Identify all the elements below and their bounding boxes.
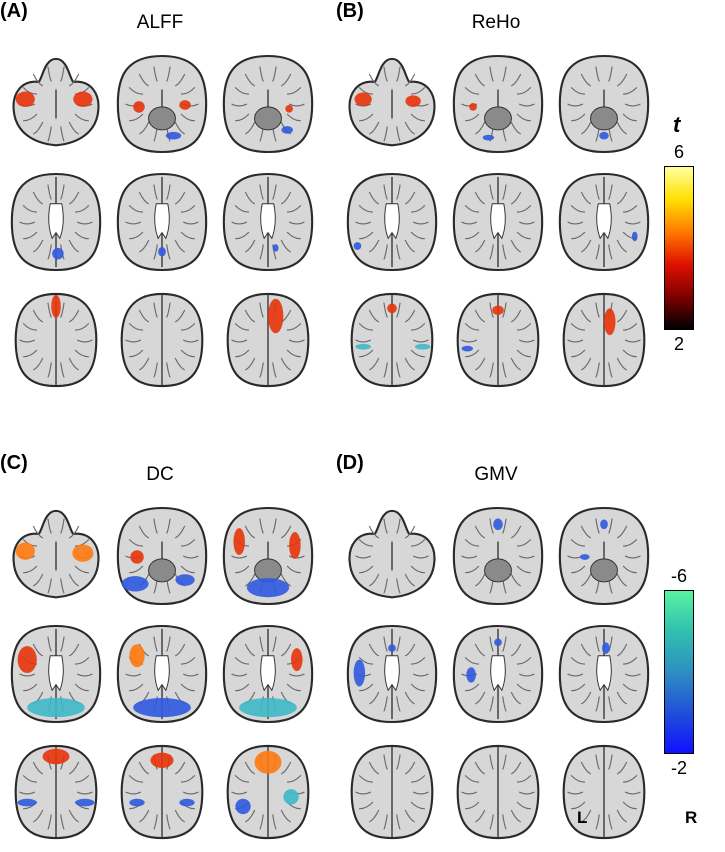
axial-brain-slice — [220, 48, 316, 160]
axial-brain-slice — [556, 284, 652, 396]
axial-brain-slice — [8, 736, 104, 848]
brain-slice-grid — [0, 500, 320, 850]
axial-brain-slice — [114, 500, 210, 612]
axial-brain-slice — [8, 48, 104, 160]
axial-brain-slice — [114, 284, 210, 396]
axial-brain-slice — [556, 618, 652, 730]
orientation-right-label: R — [685, 808, 698, 827]
axial-brain-slice — [8, 284, 104, 396]
brain-slice-grid — [336, 48, 656, 398]
panel-title: GMV — [474, 464, 518, 485]
axial-brain-slice — [8, 166, 104, 278]
brain-slice-grid — [336, 500, 656, 850]
negative-min-label: -2 — [670, 758, 687, 778]
axial-brain-slice — [556, 48, 652, 160]
panel-title: DC — [146, 464, 174, 485]
axial-brain-slice — [450, 618, 546, 730]
axial-brain-slice — [344, 500, 440, 612]
axial-brain-slice — [344, 166, 440, 278]
brain-slice-grid — [0, 48, 320, 398]
axial-brain-slice — [8, 500, 104, 612]
orientation-left-label: L — [577, 808, 588, 827]
panel-alff: (A) ALFF — [0, 0, 320, 400]
panel-letter: (D) — [336, 452, 364, 474]
panel-title: ALFF — [136, 12, 184, 33]
axial-brain-slice — [556, 500, 652, 612]
negative-colorbar — [664, 590, 694, 754]
axial-brain-slice — [8, 618, 104, 730]
axial-brain-slice — [114, 48, 210, 160]
axial-brain-slice — [220, 166, 316, 278]
positive-colorbar — [664, 166, 694, 330]
axial-brain-slice — [450, 500, 546, 612]
axial-brain-slice — [344, 736, 440, 848]
panel-dc: (C) DC — [0, 452, 320, 852]
panel-title: ReHo — [471, 12, 521, 33]
positive-min-label: 2 — [673, 334, 684, 354]
panel-reho: (B) ReHo — [336, 0, 656, 400]
axial-brain-slice — [114, 166, 210, 278]
axial-brain-slice — [114, 618, 210, 730]
axial-brain-slice — [556, 166, 652, 278]
stat-symbol-label: t — [673, 112, 681, 137]
negative-max-label: -6 — [670, 566, 687, 586]
axial-brain-slice — [344, 284, 440, 396]
positive-max-label: 6 — [673, 142, 684, 162]
panel-gmv: (D) GMV — [336, 452, 656, 852]
panel-letter: (B) — [336, 0, 364, 22]
axial-brain-slice — [450, 48, 546, 160]
axial-brain-slice — [114, 736, 210, 848]
panel-letter: (C) — [0, 452, 28, 474]
panel-letter: (A) — [0, 0, 28, 22]
axial-brain-slice — [344, 618, 440, 730]
axial-brain-slice — [450, 166, 546, 278]
axial-brain-slice — [344, 48, 440, 160]
axial-brain-slice — [220, 618, 316, 730]
axial-brain-slice — [556, 736, 652, 848]
axial-brain-slice — [220, 500, 316, 612]
axial-brain-slice — [450, 736, 546, 848]
axial-brain-slice — [220, 736, 316, 848]
axial-brain-slice — [450, 284, 546, 396]
axial-brain-slice — [220, 284, 316, 396]
